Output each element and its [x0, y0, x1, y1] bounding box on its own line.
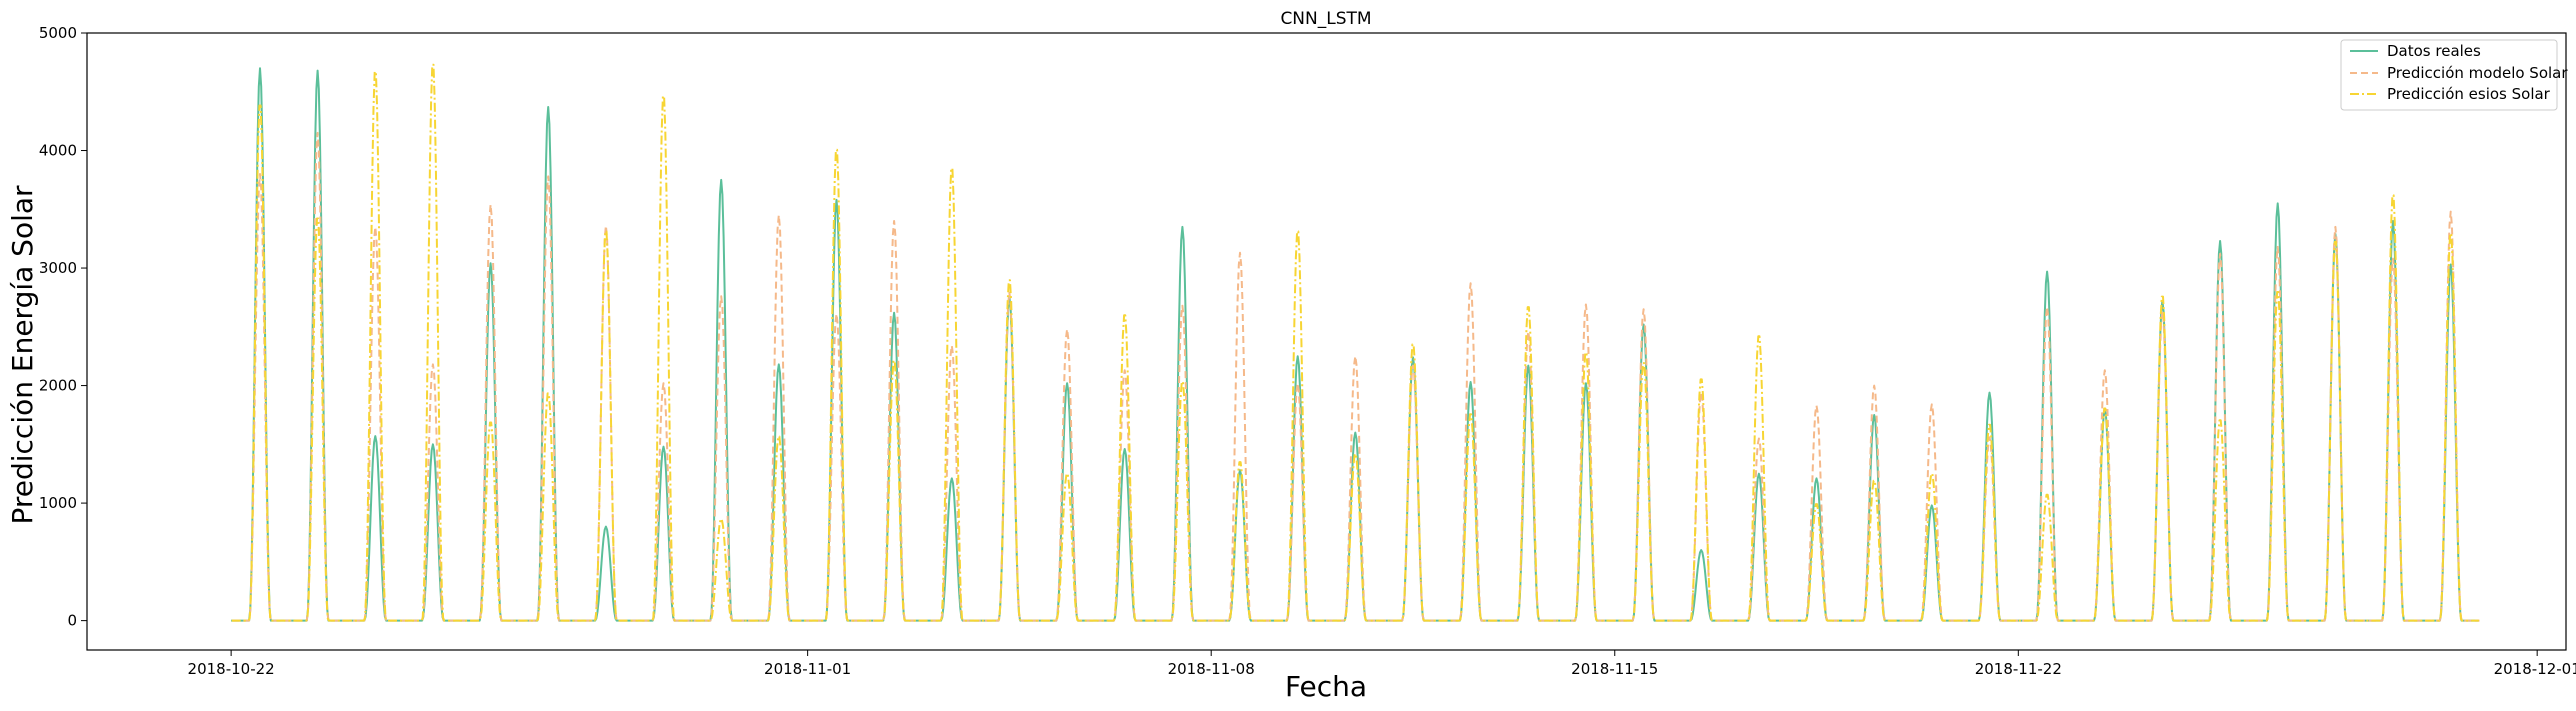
legend-label-prediccion-esios: Predicción esios Solar [2387, 85, 2551, 103]
plot-area-frame [86, 32, 2567, 651]
legend: Datos reales Predicción modelo Solar Pre… [2340, 39, 2568, 111]
x-tick-label: 2018-10-22 [188, 660, 275, 678]
series-line-1 [231, 67, 2479, 622]
y-tick-label: 5000 [39, 24, 77, 42]
y-tick-label: 1000 [39, 494, 77, 512]
chart-title: CNN_LSTM [1280, 9, 1371, 29]
series-layer [231, 63, 2480, 622]
x-tick-label: 2018-11-15 [1571, 660, 1658, 678]
legend-label-prediccion-modelo: Predicción modelo Solar [2387, 64, 2568, 82]
legend-box [2340, 39, 2558, 111]
series-line-2 [232, 131, 2480, 622]
x-tick-label: 2018-11-22 [1975, 660, 2062, 678]
x-axis-label: Fecha [1285, 670, 1367, 703]
y-axis-label: Predicción Energía Solar [6, 185, 39, 525]
x-tick-label: 2018-12-01 [2494, 660, 2576, 678]
x-tick-label: 2018-11-01 [764, 660, 851, 678]
y-tick-label: 3000 [39, 259, 77, 277]
y-tick-label: 2000 [39, 377, 77, 395]
legend-label-datos-reales: Datos reales [2387, 42, 2481, 60]
series-line-3 [231, 63, 2479, 622]
y-tick-label: 0 [67, 612, 77, 630]
y-tick-label: 4000 [39, 142, 77, 160]
ticks-layer: 0 1000 2000 3000 4000 5000 2018-10-22 2018-11-0… [39, 24, 2576, 678]
x-tick-label: 2018-11-08 [1168, 660, 1255, 678]
